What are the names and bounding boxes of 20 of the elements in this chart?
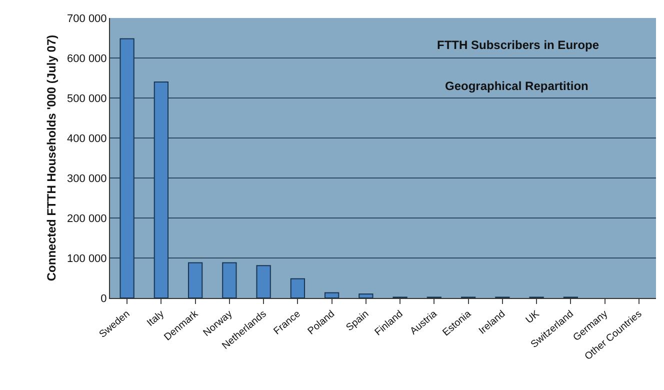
bar bbox=[290, 278, 306, 298]
text: FTTH Subscribers in Europe bbox=[437, 38, 600, 52]
bar bbox=[154, 82, 169, 298]
y-tick-label: 300 000 bbox=[67, 172, 107, 185]
y-tick-label: 700 000 bbox=[67, 12, 107, 25]
bar bbox=[324, 292, 340, 298]
x-tick-label: Italy bbox=[145, 308, 166, 329]
y-tick-label: 500 000 bbox=[67, 92, 107, 105]
bar bbox=[188, 262, 203, 298]
bar bbox=[222, 262, 237, 298]
y-tick-label: 400 000 bbox=[67, 132, 107, 145]
y-tick-label: 600 000 bbox=[67, 52, 107, 65]
bar bbox=[120, 38, 134, 298]
y-axis-title: Connected FTTH Households '000 (July 07) bbox=[44, 34, 58, 282]
y-tick-label: 0 bbox=[100, 292, 107, 305]
y-tick-label: 200 000 bbox=[67, 212, 107, 225]
bar bbox=[256, 265, 271, 298]
text: Geographical Repartition bbox=[445, 79, 588, 93]
y-tick-label: 100 000 bbox=[67, 252, 107, 265]
bar bbox=[358, 294, 374, 298]
